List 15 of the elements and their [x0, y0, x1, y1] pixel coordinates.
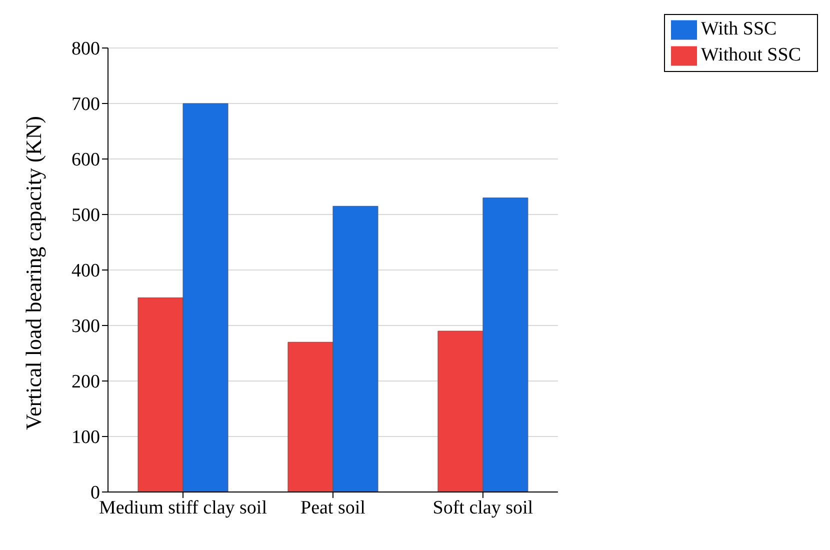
legend-label: Without SSC [700, 44, 801, 66]
y-tick-label: 600 [72, 150, 100, 171]
y-tick-label: 400 [72, 260, 100, 282]
y-tick-label: 100 [72, 427, 100, 448]
y-tick-label: 200 [72, 372, 100, 393]
x-tick-label: Soft clay soil [432, 497, 534, 518]
legend-label: With SSC [700, 18, 777, 40]
y-tick-label: 500 [72, 205, 100, 226]
x-tick-label: Peat soil [300, 497, 366, 518]
y-tick-label: 700 [72, 94, 100, 116]
y-tick-label: 300 [72, 316, 100, 338]
y-tick-label: 800 [72, 38, 100, 60]
y-tick-label: 0 [90, 482, 100, 504]
y-axis-title: Vertical load bearing capacity (KN) [20, 116, 46, 430]
x-tick-label: Medium stiff clay soil [98, 497, 267, 518]
